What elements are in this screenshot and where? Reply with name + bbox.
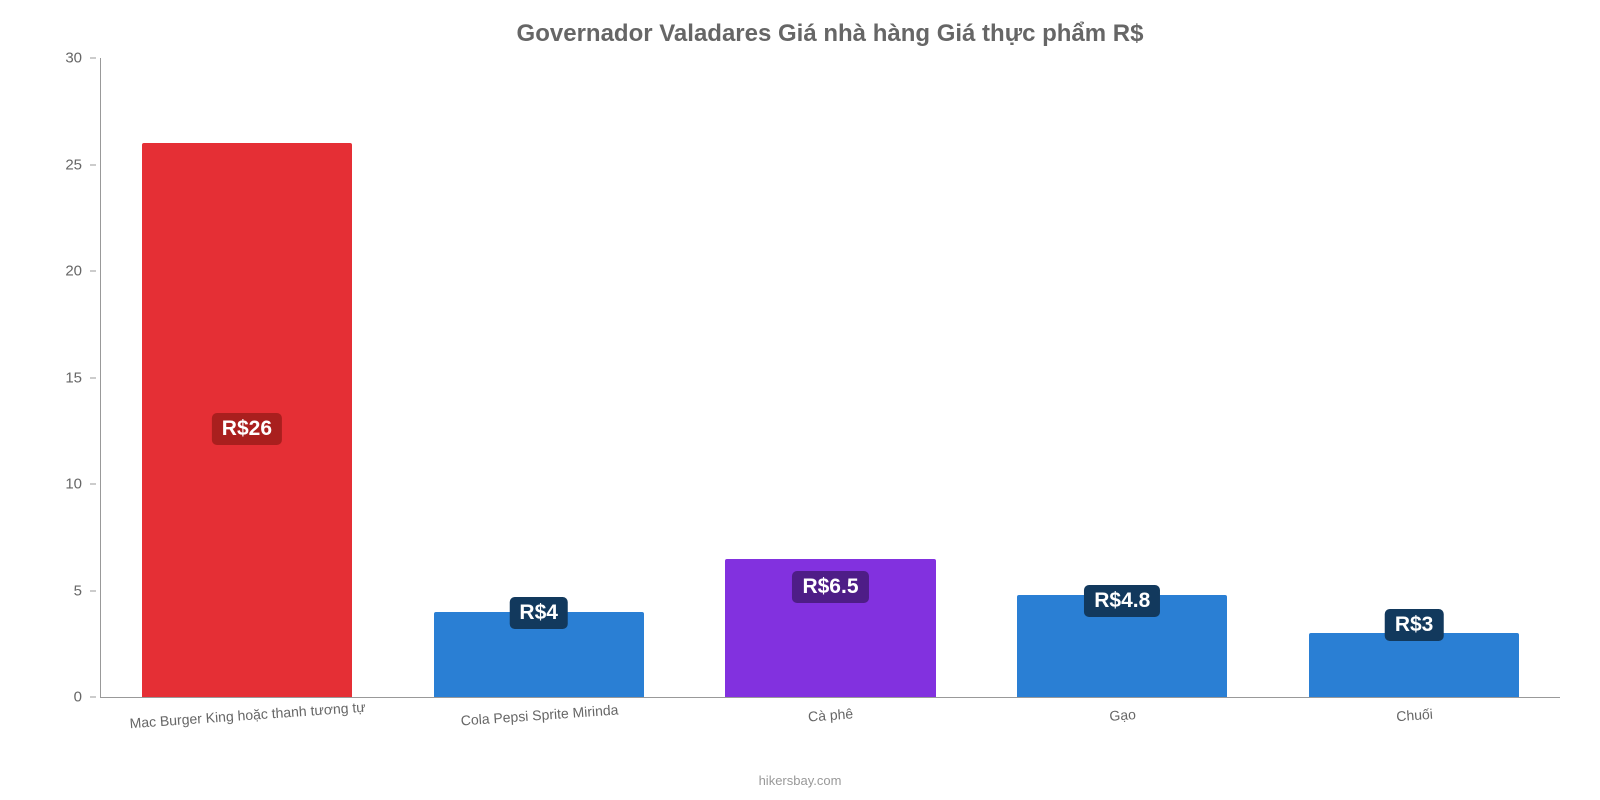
bar-value-label: R$3 — [1385, 609, 1444, 641]
attribution-text: hikersbay.com — [759, 773, 842, 788]
y-axis: 051015202530 — [51, 58, 96, 697]
y-tick: 25 — [60, 156, 96, 173]
bar-value-label: R$4.8 — [1084, 585, 1160, 617]
y-tick-label: 20 — [60, 263, 90, 280]
chart-title: Governador Valadares Giá nhà hàng Giá th… — [100, 20, 1560, 48]
y-tick-label: 15 — [60, 369, 90, 386]
y-tick-label: 10 — [60, 476, 90, 493]
bars-area: R$26 R$4 R$6.5 R$4.8 R$3 — [101, 58, 1560, 697]
y-tick: 0 — [60, 689, 96, 706]
y-tick-mark — [90, 590, 96, 591]
bar-value-label: R$26 — [212, 413, 282, 445]
y-tick-mark — [90, 271, 96, 272]
bar-value-label: R$4 — [509, 597, 568, 629]
bar: R$26 — [142, 143, 352, 697]
x-axis-label: Cola Pepsi Sprite Mirinda — [460, 701, 619, 728]
bar-group: R$26 — [101, 58, 393, 697]
plot-area: 051015202530 R$26R$4R$6.5R$4.8R$3 Mac Bu… — [100, 58, 1560, 698]
y-tick: 10 — [60, 476, 96, 493]
bar: R$4 — [434, 612, 644, 697]
y-tick-label: 0 — [60, 689, 90, 706]
x-axis-label: Chuối — [1396, 706, 1434, 725]
x-axis-label: Cà phê — [808, 705, 854, 724]
bar-group: R$4 — [393, 58, 685, 697]
y-tick-label: 5 — [60, 582, 90, 599]
y-tick-mark — [90, 164, 96, 165]
bar: R$4.8 — [1017, 595, 1227, 697]
y-tick: 5 — [60, 582, 96, 599]
bar-value-label: R$6.5 — [792, 571, 868, 603]
bar-group: R$6.5 — [685, 58, 977, 697]
bar: R$6.5 — [725, 559, 935, 697]
y-tick-mark — [90, 58, 96, 59]
y-tick: 30 — [60, 50, 96, 67]
bar-group: R$4.8 — [976, 58, 1268, 697]
y-tick-mark — [90, 484, 96, 485]
bar: R$3 — [1309, 633, 1519, 697]
y-tick-label: 30 — [60, 50, 90, 67]
y-tick-label: 25 — [60, 156, 90, 173]
bar-group: R$3 — [1268, 58, 1560, 697]
y-tick-mark — [90, 377, 96, 378]
y-tick-mark — [90, 697, 96, 698]
x-axis-label: Mac Burger King hoặc thanh tương tự — [129, 699, 366, 731]
y-tick: 15 — [60, 369, 96, 386]
x-axis-label: Gạo — [1109, 706, 1137, 724]
y-tick: 20 — [60, 263, 96, 280]
chart-container: Governador Valadares Giá nhà hàng Giá th… — [0, 0, 1600, 800]
